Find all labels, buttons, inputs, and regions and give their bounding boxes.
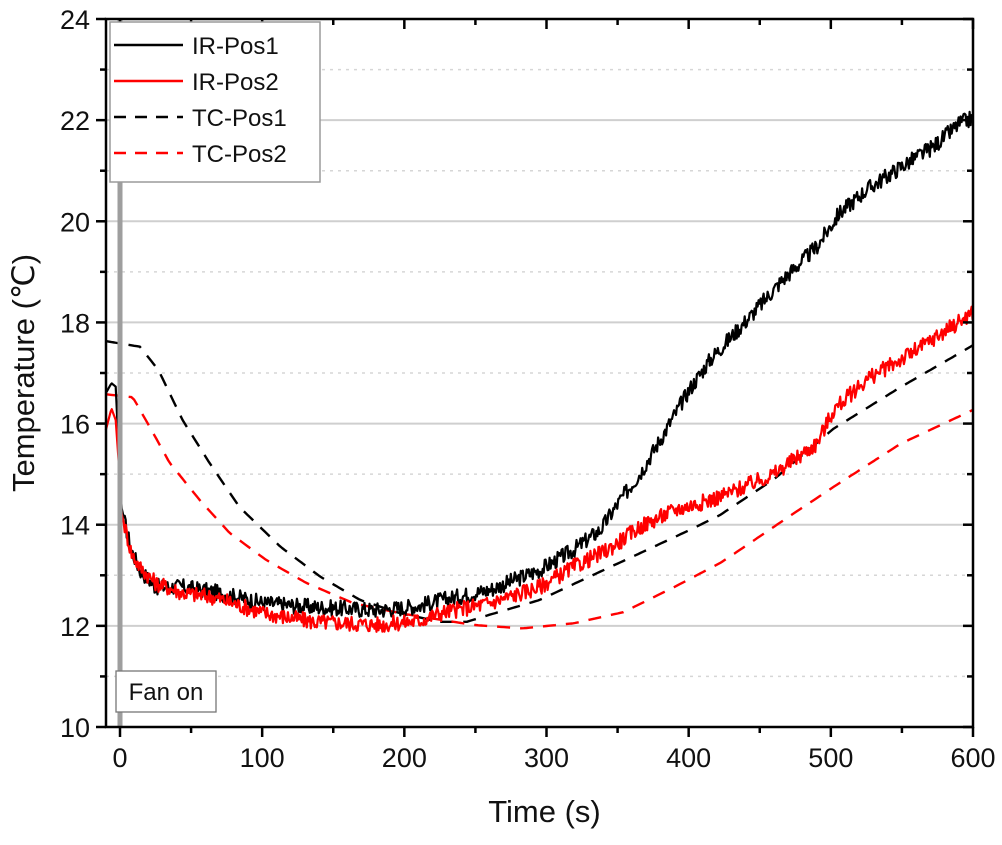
y-tick-label: 16 — [60, 410, 90, 440]
legend-label-ir-pos1: IR-Pos1 — [192, 33, 279, 60]
legend-box — [109, 21, 321, 183]
series-ir-pos1 — [104, 110, 973, 618]
fan-on-label: Fan on — [129, 679, 204, 706]
legend-label-ir-pos2: IR-Pos2 — [192, 69, 279, 96]
y-tick-label: 20 — [60, 207, 90, 237]
x-tick-label: 200 — [382, 743, 427, 773]
x-tick-label: 100 — [240, 743, 285, 773]
y-tick-label: 10 — [60, 713, 90, 743]
y-tick-label: 12 — [60, 612, 90, 642]
tick-labels: 0 100 200 300 400 500 600 10 12 14 16 18 20 22 24 — [60, 5, 996, 773]
y-tick-label: 14 — [60, 511, 90, 541]
y-tick-label: 24 — [60, 5, 90, 35]
legend-label-tc-pos1: TC-Pos1 — [192, 105, 287, 132]
x-tick-label: 600 — [950, 743, 995, 773]
series-tc-pos1 — [105, 339, 974, 623]
y-axis-title: Temperature (℃) — [6, 254, 41, 492]
series-layer — [104, 110, 974, 633]
x-tick-label: 400 — [666, 743, 711, 773]
y-tick-label: 22 — [60, 106, 90, 136]
x-tick-label: 500 — [808, 743, 853, 773]
annotation-layer: Fan on — [115, 670, 217, 713]
fan-on-box — [115, 670, 217, 713]
x-axis-title: Time (s) — [488, 794, 601, 829]
series-ir-pos2 — [104, 305, 974, 633]
y-tick-label: 18 — [60, 308, 90, 338]
legend-label-tc-pos2: TC-Pos2 — [192, 141, 287, 168]
x-tick-label: 0 — [112, 743, 127, 773]
x-tick-label: 300 — [524, 743, 569, 773]
legend: IR-Pos1 IR-Pos2 TC-Pos1 TC-Pos2 — [109, 21, 321, 183]
series-tc-pos2 — [105, 393, 974, 630]
ticks — [96, 17, 975, 737]
